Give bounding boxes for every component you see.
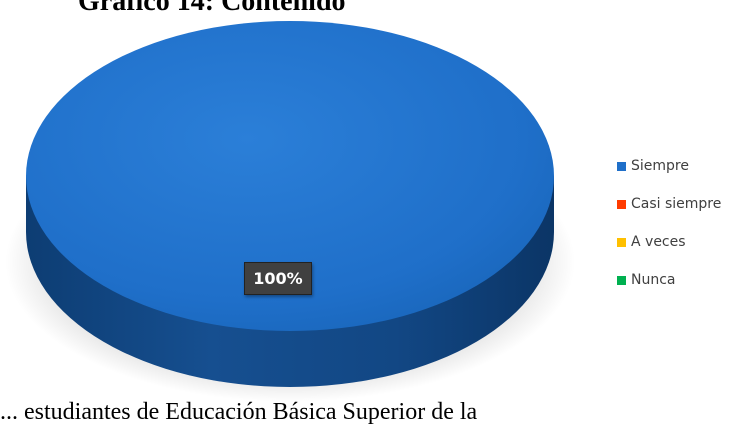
legend-item-a-veces: A veces bbox=[617, 232, 721, 252]
legend-label: A veces bbox=[631, 234, 686, 250]
legend-item-nunca: Nunca bbox=[617, 270, 721, 290]
legend-swatch bbox=[617, 199, 626, 209]
pie-slice-siempre bbox=[26, 21, 554, 331]
footer-text: ... estudiantes de Educación Básica Supe… bbox=[0, 399, 478, 425]
legend-label: Siempre bbox=[631, 158, 689, 174]
pie-chart bbox=[5, 21, 575, 402]
legend-swatch bbox=[617, 237, 626, 247]
legend-item-casi-siempre: Casi siempre bbox=[617, 194, 721, 214]
chart-title: Gráfico 14: Contenido bbox=[78, 0, 346, 17]
legend-item-siempre: Siempre bbox=[617, 156, 721, 176]
legend: Siempre Casi siempre A veces Nunca bbox=[617, 156, 721, 308]
data-label-siempre: 100% bbox=[244, 262, 312, 295]
legend-swatch bbox=[617, 275, 626, 285]
legend-label: Nunca bbox=[631, 272, 676, 288]
legend-label: Casi siempre bbox=[631, 196, 722, 212]
legend-swatch bbox=[617, 161, 626, 171]
